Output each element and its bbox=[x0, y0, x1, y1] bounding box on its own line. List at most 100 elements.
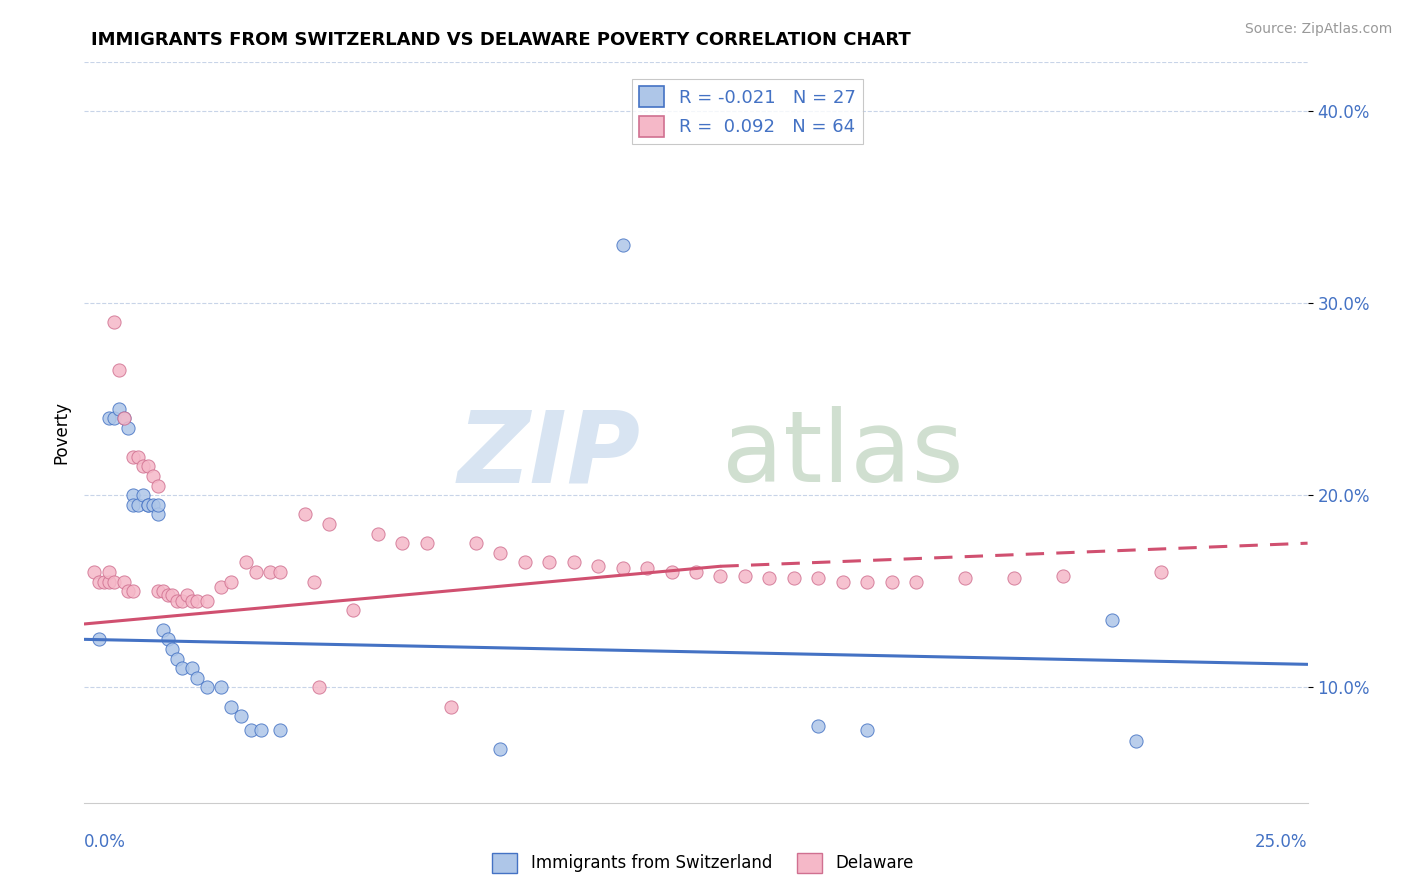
Point bbox=[176, 588, 198, 602]
Point bbox=[97, 574, 120, 589]
Point bbox=[117, 584, 139, 599]
Point bbox=[132, 459, 155, 474]
Point bbox=[259, 565, 281, 579]
Point bbox=[856, 574, 879, 589]
Point bbox=[112, 411, 135, 425]
Point bbox=[181, 594, 204, 608]
Point bbox=[586, 559, 609, 574]
Point bbox=[112, 411, 135, 425]
Point bbox=[489, 546, 512, 560]
Point bbox=[146, 478, 169, 492]
Text: IMMIGRANTS FROM SWITZERLAND VS DELAWARE POVERTY CORRELATION CHART: IMMIGRANTS FROM SWITZERLAND VS DELAWARE … bbox=[91, 31, 911, 49]
Point bbox=[367, 526, 389, 541]
Point bbox=[136, 498, 159, 512]
Point bbox=[685, 565, 707, 579]
Point bbox=[245, 565, 267, 579]
Point bbox=[186, 671, 208, 685]
Point bbox=[127, 498, 149, 512]
Point bbox=[880, 574, 903, 589]
Point bbox=[122, 498, 145, 512]
Point bbox=[831, 574, 853, 589]
Point bbox=[136, 459, 159, 474]
Legend: R = -0.021   N = 27, R =  0.092   N = 64: R = -0.021 N = 27, R = 0.092 N = 64 bbox=[631, 78, 863, 144]
Point bbox=[103, 574, 125, 589]
Point bbox=[239, 723, 262, 737]
Point bbox=[709, 569, 731, 583]
Point bbox=[612, 238, 634, 252]
Point bbox=[172, 661, 194, 675]
Point bbox=[87, 574, 110, 589]
Point bbox=[103, 411, 125, 425]
Y-axis label: Poverty: Poverty bbox=[52, 401, 70, 464]
Point bbox=[783, 571, 806, 585]
Point bbox=[905, 574, 928, 589]
Point bbox=[391, 536, 413, 550]
Text: 0.0%: 0.0% bbox=[84, 833, 127, 851]
Text: 25.0%: 25.0% bbox=[1256, 833, 1308, 851]
Point bbox=[612, 561, 634, 575]
Point bbox=[142, 498, 165, 512]
Point bbox=[304, 574, 326, 589]
Point bbox=[166, 594, 188, 608]
Point bbox=[734, 569, 756, 583]
Point bbox=[186, 594, 208, 608]
Point bbox=[464, 536, 486, 550]
Point bbox=[122, 450, 145, 464]
Point bbox=[107, 363, 129, 377]
Point bbox=[93, 574, 115, 589]
Point bbox=[416, 536, 439, 550]
Point bbox=[166, 651, 188, 665]
Text: ZIP: ZIP bbox=[458, 407, 641, 503]
Point bbox=[342, 603, 364, 617]
Point bbox=[146, 584, 169, 599]
Point bbox=[117, 421, 139, 435]
Point bbox=[122, 584, 145, 599]
Point bbox=[219, 574, 242, 589]
Point bbox=[107, 401, 129, 416]
Point bbox=[953, 571, 976, 585]
Point bbox=[172, 594, 194, 608]
Point bbox=[146, 498, 169, 512]
Point bbox=[97, 565, 120, 579]
Point bbox=[209, 681, 232, 695]
Text: atlas: atlas bbox=[721, 407, 963, 503]
Point bbox=[132, 488, 155, 502]
Point bbox=[758, 571, 780, 585]
Text: Source: ZipAtlas.com: Source: ZipAtlas.com bbox=[1244, 22, 1392, 37]
Point bbox=[162, 588, 184, 602]
Point bbox=[122, 488, 145, 502]
Point bbox=[142, 469, 165, 483]
Point bbox=[562, 556, 585, 570]
Point bbox=[856, 723, 879, 737]
Point bbox=[83, 565, 105, 579]
Point bbox=[209, 581, 232, 595]
Point bbox=[97, 411, 120, 425]
Point bbox=[318, 516, 340, 531]
Point bbox=[440, 699, 463, 714]
Point bbox=[1101, 613, 1123, 627]
Point bbox=[308, 681, 330, 695]
Point bbox=[269, 723, 291, 737]
Point bbox=[538, 556, 561, 570]
Point bbox=[807, 719, 830, 733]
Point bbox=[152, 623, 174, 637]
Point bbox=[661, 565, 683, 579]
Point bbox=[156, 632, 179, 647]
Point bbox=[136, 498, 159, 512]
Legend: Immigrants from Switzerland, Delaware: Immigrants from Switzerland, Delaware bbox=[485, 847, 921, 880]
Point bbox=[636, 561, 658, 575]
Point bbox=[195, 594, 218, 608]
Point bbox=[219, 699, 242, 714]
Point bbox=[162, 642, 184, 657]
Point bbox=[489, 742, 512, 756]
Point bbox=[103, 315, 125, 329]
Point bbox=[1150, 565, 1173, 579]
Point bbox=[294, 508, 316, 522]
Point bbox=[513, 556, 536, 570]
Point bbox=[269, 565, 291, 579]
Point bbox=[1052, 569, 1074, 583]
Point bbox=[127, 450, 149, 464]
Point bbox=[1002, 571, 1025, 585]
Point bbox=[156, 588, 179, 602]
Point bbox=[195, 681, 218, 695]
